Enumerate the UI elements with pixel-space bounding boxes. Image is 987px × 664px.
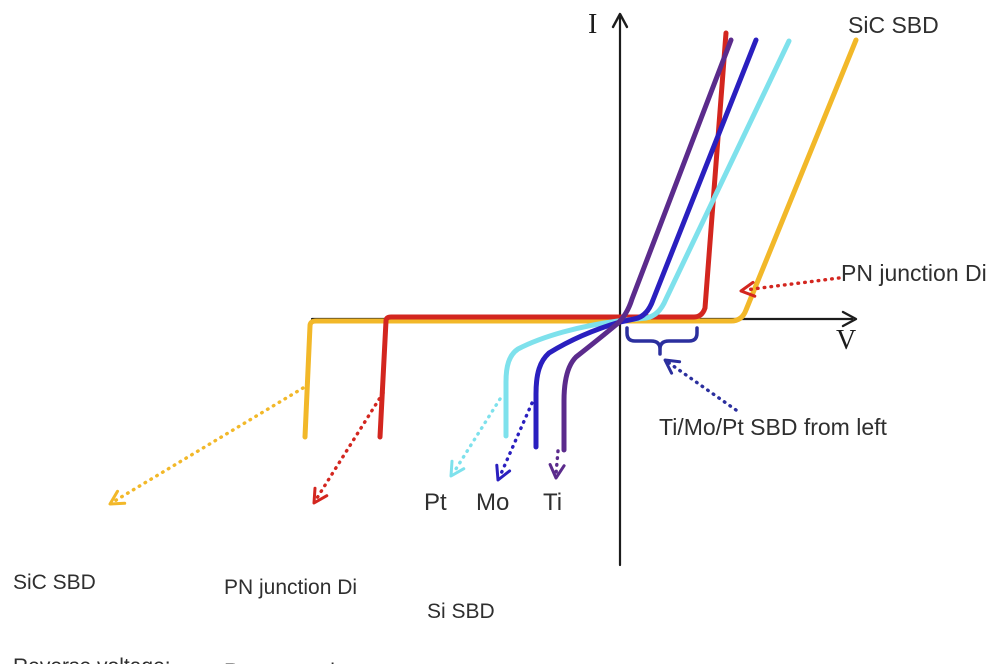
curve-mo-sbd: [533, 37, 759, 450]
arrowhead-sic-note-icon: [108, 489, 127, 506]
label-pt: Pt: [424, 489, 447, 516]
arrow-dotted-sic-note: [111, 386, 305, 504]
curve-pt-sbd: [503, 38, 792, 439]
curve-pn-junction: [377, 30, 729, 440]
curve-ti-sbd: [561, 37, 734, 453]
label-ti-mo-pt-group: Ti/Mo/Pt SBD from left: [659, 414, 887, 440]
arrow-dotted-pt-label: [452, 397, 502, 474]
arrow-dotted-ti-label: [554, 449, 560, 476]
label-mo: Mo: [476, 489, 510, 516]
ti-mo-pt-brace: [625, 326, 699, 356]
arrowhead-pn-right-icon: [739, 280, 757, 298]
curve-sic-sbd: [302, 37, 859, 440]
x-axis-arrowhead-icon: [841, 310, 858, 328]
arrowhead-brace-icon: [663, 358, 682, 375]
arrow-dotted-pn-right: [743, 276, 841, 292]
note-si-sbd: Si SBD Reverse voltage: 30 V to 60 V 100…: [427, 542, 879, 664]
note-si-line1: Si SBD: [427, 600, 495, 623]
note-sic-line1: SiC SBD: [13, 571, 96, 594]
note-pn-junction: PN junction Di Reverse voltage: 600 V 12…: [224, 518, 382, 664]
note-sic-line2: Reverse voltage:: [13, 653, 171, 664]
label-sic-sbd-top: SiC SBD: [848, 12, 939, 38]
arrow-dotted-mo-label: [498, 401, 534, 478]
note-pn-line2: Reverse voltage:: [224, 658, 382, 664]
x-axis-label: V: [836, 325, 857, 356]
arrow-dotted-pn-note: [315, 391, 385, 500]
arrowhead-pt-label-icon: [449, 459, 466, 478]
arrowhead-mo-label-icon: [495, 463, 512, 482]
note-sic-sbd: SiC SBD Reverse voltage: 1200 V 150℃ to …: [13, 513, 171, 664]
label-pn-junction: PN junction Di: [841, 260, 987, 286]
arrow-dotted-brace: [667, 361, 738, 412]
y-axis-arrowhead-icon: [611, 12, 629, 29]
y-axis-label: I: [588, 9, 598, 40]
arrowhead-ti-label-icon: [548, 463, 566, 480]
arrowhead-pn-note-icon: [312, 486, 329, 505]
label-ti: Ti: [543, 489, 563, 516]
note-pn-line1: PN junction Di: [224, 576, 358, 599]
